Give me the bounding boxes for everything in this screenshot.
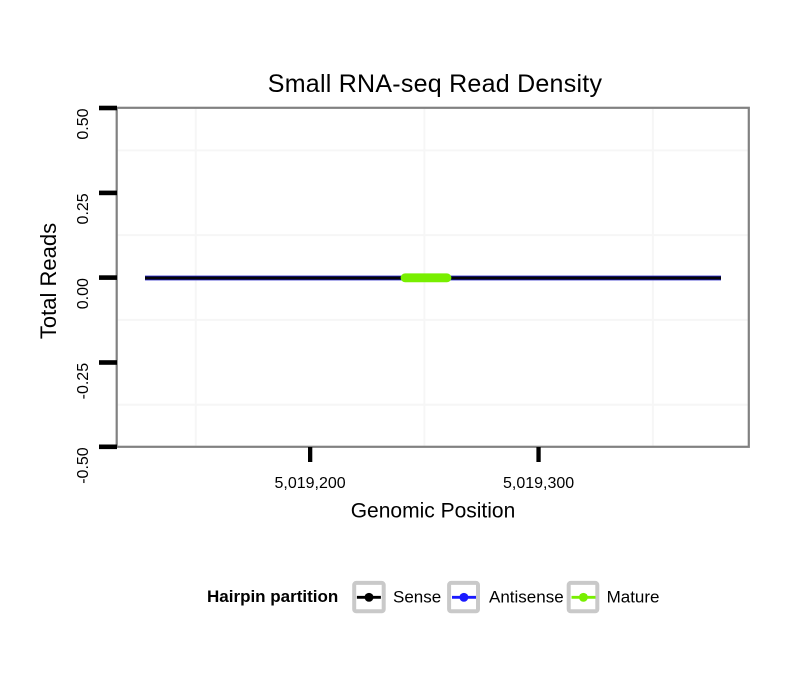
svg-text:0.50: 0.50 (75, 108, 92, 139)
svg-text:5,019,200: 5,019,200 (275, 475, 346, 492)
svg-text:Small RNA-seq Read Density: Small RNA-seq Read Density (268, 70, 603, 98)
svg-text:-0.50: -0.50 (75, 447, 92, 484)
svg-text:0.00: 0.00 (75, 278, 92, 309)
svg-text:Sense: Sense (393, 588, 441, 607)
svg-text:0.25: 0.25 (75, 193, 92, 224)
svg-text:Antisense: Antisense (489, 588, 564, 607)
svg-text:Genomic Position: Genomic Position (351, 500, 516, 523)
svg-text:Hairpin partition: Hairpin partition (207, 587, 338, 606)
svg-text:Total Reads: Total Reads (36, 223, 61, 339)
svg-text:Mature: Mature (607, 588, 660, 607)
svg-text:-0.25: -0.25 (75, 363, 92, 400)
svg-text:5,019,300: 5,019,300 (503, 475, 574, 492)
